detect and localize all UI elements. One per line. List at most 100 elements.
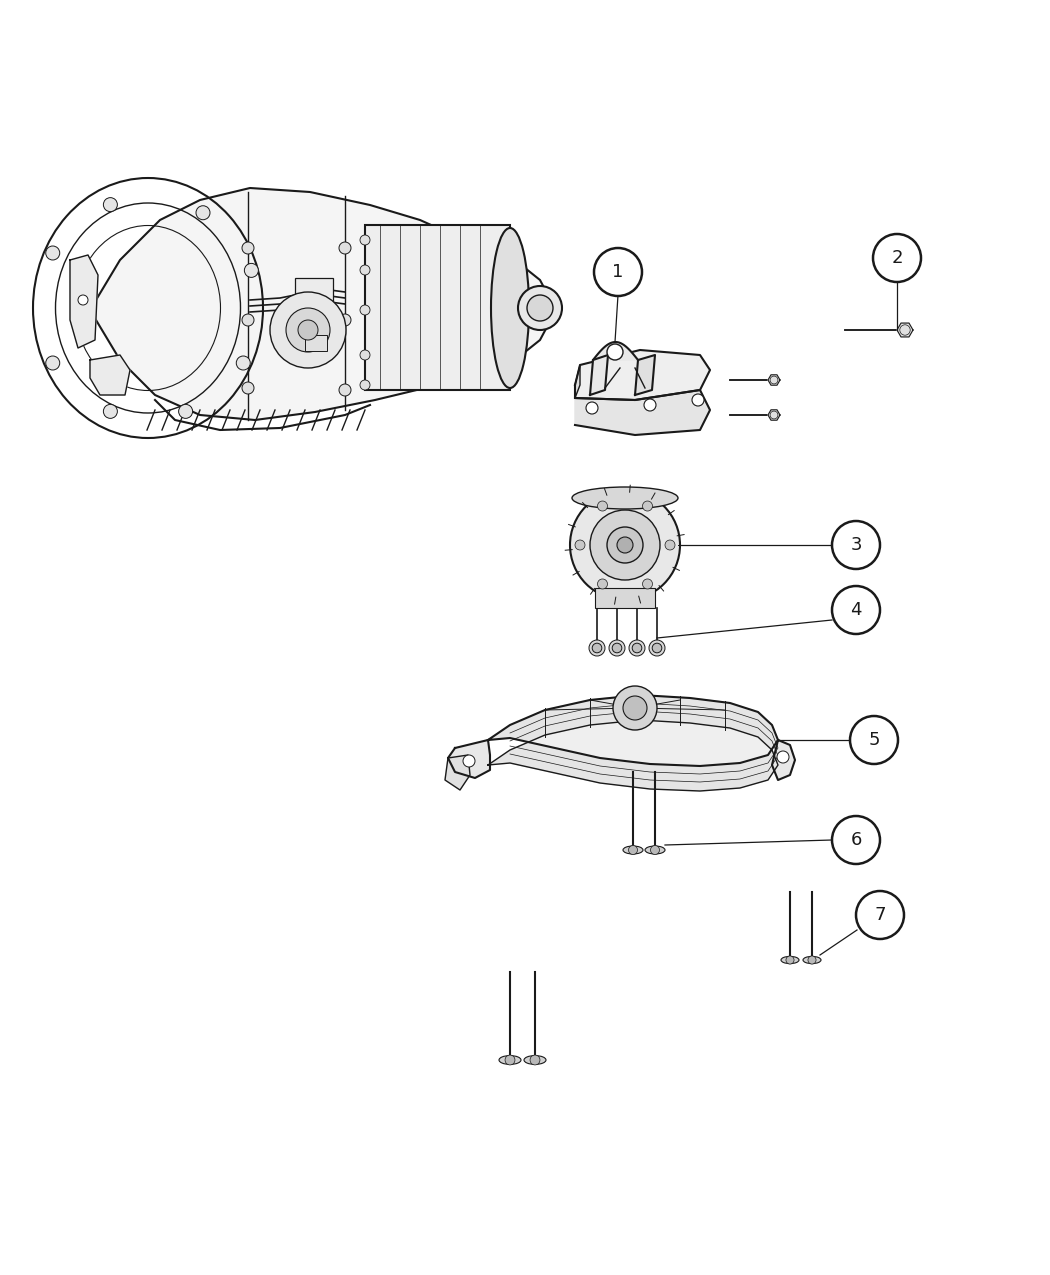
Circle shape bbox=[242, 382, 254, 394]
Circle shape bbox=[623, 696, 647, 720]
Text: 1: 1 bbox=[612, 263, 624, 280]
Circle shape bbox=[518, 286, 562, 330]
Circle shape bbox=[856, 891, 904, 938]
Bar bbox=[595, 588, 655, 608]
Ellipse shape bbox=[572, 487, 678, 509]
Ellipse shape bbox=[524, 1056, 546, 1065]
Circle shape bbox=[570, 490, 680, 601]
Circle shape bbox=[46, 246, 60, 260]
Ellipse shape bbox=[623, 847, 643, 854]
Circle shape bbox=[236, 356, 250, 370]
Circle shape bbox=[612, 643, 622, 653]
Circle shape bbox=[360, 380, 370, 390]
Circle shape bbox=[643, 579, 652, 589]
Circle shape bbox=[103, 198, 118, 212]
Circle shape bbox=[644, 399, 656, 411]
Circle shape bbox=[652, 643, 662, 653]
Circle shape bbox=[590, 510, 660, 580]
Circle shape bbox=[665, 541, 675, 550]
Circle shape bbox=[103, 404, 118, 418]
Circle shape bbox=[463, 755, 475, 768]
Circle shape bbox=[589, 640, 605, 657]
Circle shape bbox=[360, 265, 370, 275]
Circle shape bbox=[597, 579, 608, 589]
Circle shape bbox=[832, 521, 880, 569]
Circle shape bbox=[530, 1054, 540, 1065]
Polygon shape bbox=[768, 409, 780, 421]
Circle shape bbox=[786, 956, 794, 964]
Polygon shape bbox=[635, 354, 655, 395]
Circle shape bbox=[178, 404, 192, 418]
Text: 6: 6 bbox=[850, 831, 862, 849]
Polygon shape bbox=[488, 695, 778, 790]
Polygon shape bbox=[897, 323, 914, 337]
Bar bbox=[295, 278, 333, 306]
Text: 2: 2 bbox=[891, 249, 903, 266]
Circle shape bbox=[527, 295, 553, 321]
Polygon shape bbox=[90, 354, 130, 395]
Polygon shape bbox=[90, 187, 548, 419]
Bar bbox=[304, 335, 327, 351]
Circle shape bbox=[339, 314, 351, 326]
Circle shape bbox=[594, 249, 642, 296]
Circle shape bbox=[651, 845, 659, 854]
Polygon shape bbox=[575, 351, 710, 400]
Polygon shape bbox=[575, 390, 710, 435]
Polygon shape bbox=[575, 365, 580, 398]
Circle shape bbox=[46, 356, 60, 370]
Circle shape bbox=[597, 501, 608, 511]
Circle shape bbox=[832, 586, 880, 634]
Polygon shape bbox=[445, 755, 470, 790]
Text: 7: 7 bbox=[875, 907, 886, 924]
Ellipse shape bbox=[645, 847, 665, 854]
Circle shape bbox=[586, 402, 598, 414]
Circle shape bbox=[339, 242, 351, 254]
Circle shape bbox=[245, 264, 258, 278]
Text: 5: 5 bbox=[868, 731, 880, 748]
Polygon shape bbox=[772, 740, 795, 780]
Ellipse shape bbox=[781, 956, 799, 964]
Circle shape bbox=[629, 845, 637, 854]
Polygon shape bbox=[488, 695, 778, 766]
Circle shape bbox=[850, 717, 898, 764]
Circle shape bbox=[505, 1054, 514, 1065]
Circle shape bbox=[360, 235, 370, 245]
Circle shape bbox=[643, 501, 652, 511]
Polygon shape bbox=[768, 375, 780, 385]
Polygon shape bbox=[448, 740, 490, 778]
Text: 3: 3 bbox=[850, 536, 862, 555]
Text: 4: 4 bbox=[850, 601, 862, 618]
Circle shape bbox=[592, 643, 602, 653]
Circle shape bbox=[78, 295, 88, 305]
Circle shape bbox=[270, 292, 346, 368]
Polygon shape bbox=[70, 255, 98, 348]
Circle shape bbox=[242, 314, 254, 326]
Circle shape bbox=[339, 384, 351, 397]
Circle shape bbox=[807, 956, 816, 964]
Ellipse shape bbox=[499, 1056, 521, 1065]
Circle shape bbox=[692, 394, 704, 405]
Circle shape bbox=[242, 242, 254, 254]
Bar bbox=[365, 224, 510, 390]
Polygon shape bbox=[593, 342, 638, 360]
Circle shape bbox=[873, 235, 921, 282]
Circle shape bbox=[196, 205, 210, 219]
Ellipse shape bbox=[491, 228, 529, 388]
Circle shape bbox=[629, 640, 645, 657]
Circle shape bbox=[609, 640, 625, 657]
Circle shape bbox=[360, 305, 370, 315]
Circle shape bbox=[286, 309, 330, 352]
Circle shape bbox=[575, 541, 585, 550]
Polygon shape bbox=[590, 354, 608, 395]
Circle shape bbox=[613, 686, 657, 731]
Circle shape bbox=[777, 751, 789, 762]
Circle shape bbox=[607, 527, 643, 564]
Circle shape bbox=[607, 344, 623, 360]
Circle shape bbox=[632, 643, 642, 653]
Circle shape bbox=[649, 640, 665, 657]
Ellipse shape bbox=[803, 956, 821, 964]
Circle shape bbox=[832, 816, 880, 864]
Circle shape bbox=[617, 537, 633, 553]
Circle shape bbox=[298, 320, 318, 340]
Circle shape bbox=[360, 351, 370, 360]
